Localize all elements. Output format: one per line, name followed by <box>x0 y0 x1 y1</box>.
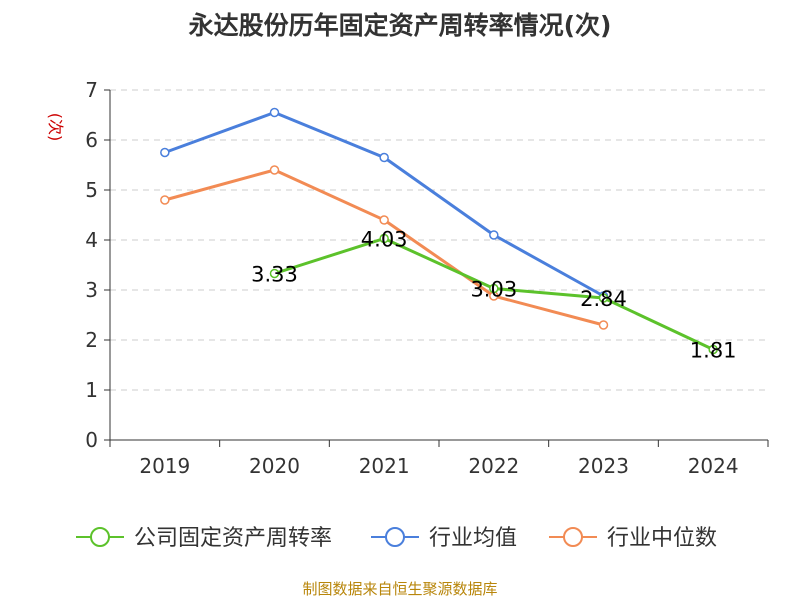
data-point <box>489 283 499 294</box>
x-tick-label: 2024 <box>688 454 739 478</box>
y-tick-label: 2 <box>85 328 98 352</box>
data-point <box>489 230 499 240</box>
y-tick-label: 6 <box>85 128 98 152</box>
data-label: 3.03 <box>470 278 517 302</box>
legend-item: 公司固定资产周转率 <box>76 526 332 551</box>
legend-label: 行业均值 <box>429 526 517 551</box>
y-tick-label: 1 <box>85 378 98 402</box>
data-label: 2.84 <box>580 287 627 311</box>
legend-marker <box>90 527 110 547</box>
data-point <box>269 268 280 279</box>
y-tick-label: 3 <box>85 278 98 302</box>
data-label: 1.81 <box>690 339 737 363</box>
legend-item: 行业均值 <box>371 526 517 551</box>
data-point <box>598 293 609 303</box>
y-tick-label: 5 <box>85 178 98 202</box>
y-axis-label: (次) <box>46 113 65 142</box>
data-point <box>598 320 609 330</box>
y-tick-label: 0 <box>85 428 98 452</box>
data-point <box>160 147 170 158</box>
series-line-1 <box>164 111 605 298</box>
legend: 公司固定资产周转率 行业均值 行业中位数 <box>76 526 717 551</box>
legend-label: 公司固定资产周转率 <box>134 526 332 551</box>
axes: 0 1 2 3 4 5 6 7 2019 2020 2021 2022 2023 2024 <box>85 78 769 478</box>
data-label: 4.03 <box>361 228 408 252</box>
x-tick-label: 2021 <box>359 454 410 478</box>
data-point <box>708 344 718 355</box>
data-point <box>379 152 389 163</box>
x-tick-label: 2022 <box>468 454 519 478</box>
series <box>160 107 718 355</box>
data-point <box>269 107 280 118</box>
data-point <box>379 233 389 244</box>
data-label: 3.33 <box>251 263 298 287</box>
source-note: 制图数据来自恒生聚源数据库 <box>302 580 498 598</box>
legend-item: 行业中位数 <box>549 526 717 551</box>
chart-title: 永达股份历年固定资产周转率情况(次) <box>188 11 612 40</box>
legend-label: 行业中位数 <box>607 526 717 551</box>
y-tick-label: 7 <box>85 78 98 102</box>
x-tick-label: 2023 <box>578 454 629 478</box>
x-tick-label: 2020 <box>249 454 300 478</box>
data-point <box>269 165 280 175</box>
data-point <box>379 215 389 225</box>
data-point <box>160 195 170 205</box>
data-labels: 3.33 4.03 3.03 2.84 1.81 <box>251 228 736 363</box>
x-tick-label: 2019 <box>139 454 190 478</box>
legend-marker <box>385 527 405 547</box>
y-tick-label: 4 <box>85 228 98 252</box>
legend-marker <box>563 527 583 547</box>
